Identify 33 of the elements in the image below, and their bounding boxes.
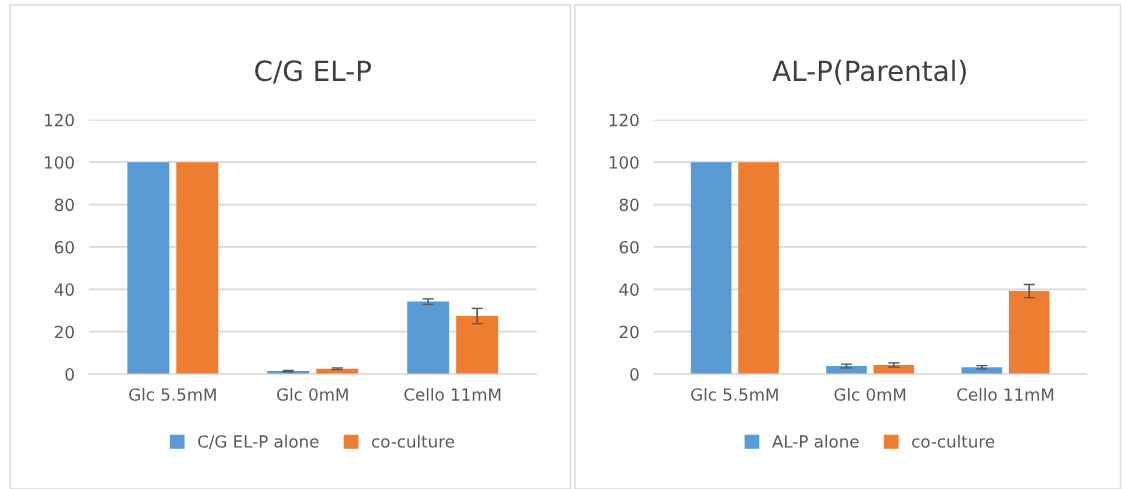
y-tick-label: 100 <box>45 156 74 169</box>
y-tick-label: 120 <box>609 113 639 127</box>
x-tick-label: Glc 5.5mM <box>691 387 778 401</box>
legend-label: co-culture <box>372 434 455 448</box>
y-tick-label: 80 <box>619 198 639 212</box>
chart-title: C/G EL-P <box>255 60 372 84</box>
x-tick-label: Glc 5.5mM <box>129 387 216 401</box>
y-tick-label: 60 <box>619 240 639 254</box>
x-tick-label: Cello 11mM <box>404 387 501 401</box>
legend-label: AL-P alone <box>772 434 859 448</box>
y-tick-label: 20 <box>619 325 639 339</box>
y-tick-label: 20 <box>55 325 74 339</box>
bar <box>738 162 779 375</box>
y-tick-label: 60 <box>54 240 74 254</box>
x-tick-label: Cello 11mM <box>957 387 1054 401</box>
y-tick-label: 40 <box>54 283 74 296</box>
x-tick-label: Glc 0mM <box>277 387 348 401</box>
x-tick-label: Glc 0mM <box>834 387 906 401</box>
legend-label: C/G EL-P alone <box>198 434 319 450</box>
bar <box>127 162 170 375</box>
y-tick-label: 120 <box>45 113 74 127</box>
bar <box>176 162 219 375</box>
y-tick-label: 80 <box>54 198 74 212</box>
y-tick-label: 0 <box>65 368 74 381</box>
bar <box>1008 291 1050 375</box>
legend-label: co-culture <box>912 434 995 448</box>
bar <box>690 162 732 375</box>
bar <box>407 301 450 375</box>
chart-title: AL-P(Parental) <box>772 59 966 85</box>
y-tick-label: 40 <box>619 283 639 296</box>
y-tick-label: 100 <box>609 156 639 169</box>
y-tick-label: 0 <box>630 368 639 381</box>
bar <box>456 316 499 375</box>
